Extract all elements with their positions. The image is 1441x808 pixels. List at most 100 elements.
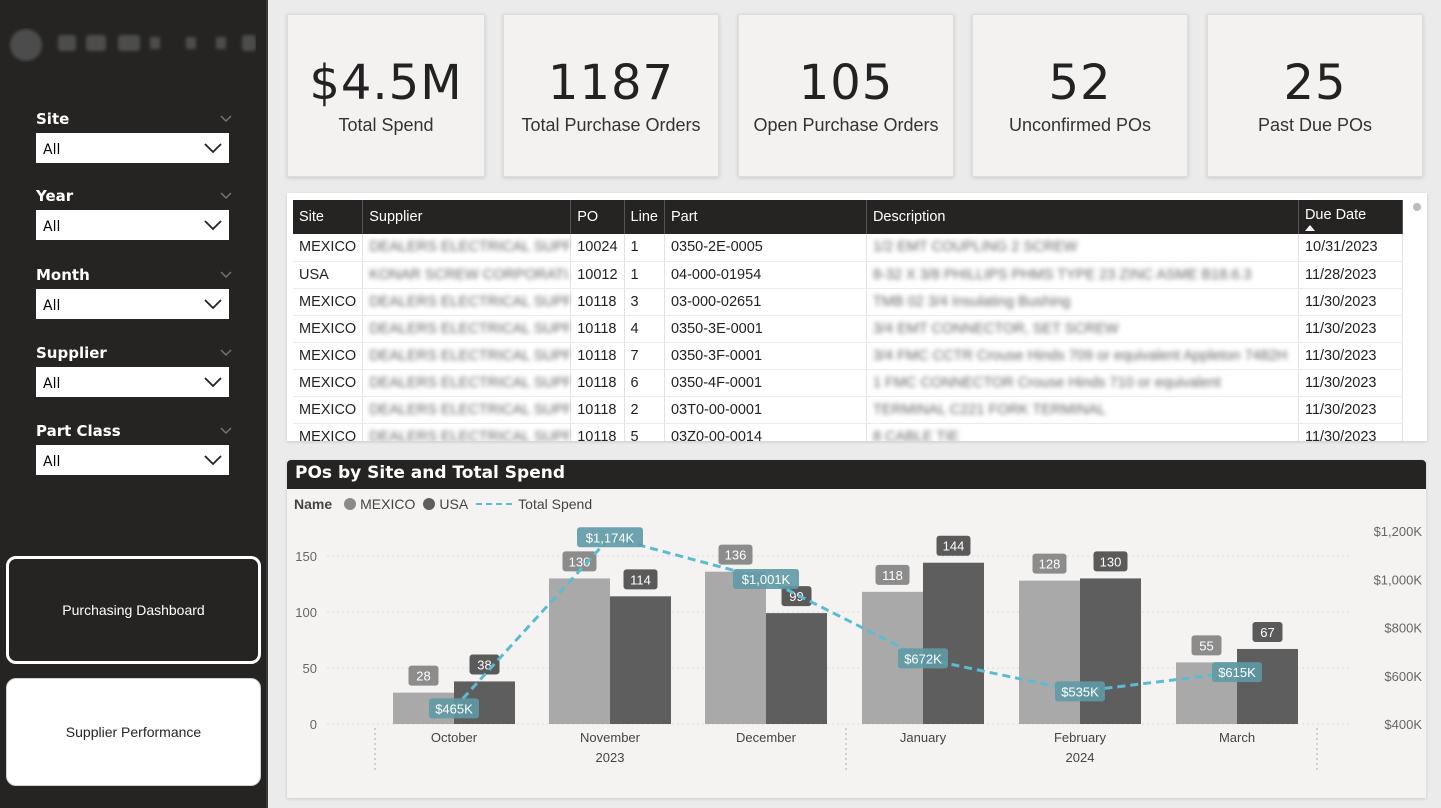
table-cell-line: 6 (624, 369, 665, 397)
column-header-due-date[interactable]: Due Date (1298, 200, 1403, 234)
column-header-po[interactable]: PO (570, 200, 625, 234)
x-axis-tick-label: January (900, 730, 947, 745)
kpi-card-past-due-pos: 25 Past Due POs (1207, 14, 1423, 177)
table-cell-description: TMB 02 3/4 Insulating Bushing (866, 288, 1299, 316)
data-label-spend-bg (733, 569, 799, 590)
slicer-year-header[interactable]: Year (36, 185, 232, 207)
table-row[interactable]: MEXICO DEALERS ELECTRICAL SUPPLY 10024 1 035… (293, 234, 1403, 262)
table-row[interactable]: MEXICO DEALERS ELECTRICAL SUPPLY 10118 3 03-… (293, 288, 1403, 316)
table-cell-site: MEXICO (293, 234, 364, 262)
x-axis-tick-label: December (736, 730, 797, 745)
table-cell-supplier: DEALERS ELECTRICAL SUPPLY (362, 396, 572, 424)
x-axis-tick-label: October (431, 730, 478, 745)
table-row[interactable]: MEXICO DEALERS ELECTRICAL SUPPLY 10118 6 035… (293, 369, 1403, 397)
collapse-chevron-icon[interactable] (220, 192, 232, 200)
kpi-card-total-spend: $4.5M Total Spend (287, 14, 485, 177)
table-cell-part: 04-000-01954 (664, 261, 867, 289)
slicer-site-dropdown[interactable]: All (36, 133, 229, 163)
slicer-month-dropdown[interactable]: All (36, 289, 229, 319)
total-spend-line[interactable] (452, 535, 1238, 710)
bar-usa[interactable] (766, 613, 827, 724)
po-table: Site Supplier PO Line Part Description Due Dat… (287, 193, 1427, 441)
legend-usa-label: USA (439, 496, 469, 512)
table-cell-description: 1/2 EMT COUPLING 2 SCREW (866, 234, 1299, 262)
kpi-value: $4.5M (309, 55, 463, 111)
collapse-chevron-icon[interactable] (220, 349, 232, 357)
table-cell-po: 10012 (570, 261, 625, 289)
table-cell-due-date: 11/30/2023 (1298, 396, 1403, 424)
collapse-chevron-icon[interactable] (220, 115, 232, 123)
column-header-label: Due Date (1304, 207, 1367, 223)
column-header-part[interactable]: Part (664, 200, 867, 234)
table-cell-line: 7 (624, 342, 665, 370)
kpi-value: 105 (798, 55, 894, 111)
nav-purchasing-dashboard-button[interactable]: Purchasing Dashboard (6, 556, 261, 664)
bar-usa[interactable] (610, 596, 671, 724)
column-header-line[interactable]: Line (624, 200, 665, 234)
slicer-year-label: Year (36, 187, 74, 205)
bar-usa[interactable] (1237, 648, 1298, 724)
column-header-supplier[interactable]: Supplier (362, 200, 572, 234)
table-cell-part: 03-000-02651 (664, 288, 867, 316)
y-axis-tick-label: 150 (295, 549, 317, 564)
chevron-down-icon (204, 298, 222, 309)
y-axis-tick-label: 50 (303, 661, 317, 676)
column-header-label: PO (577, 209, 599, 225)
table-row[interactable]: MEXICO DEALERS ELECTRICAL SUPPLY 10118 5 03Z… (293, 423, 1403, 441)
table-row[interactable]: MEXICO DEALERS ELECTRICAL SUPPLY 10118 7 035… (293, 342, 1403, 370)
kpi-label: Total Purchase Orders (521, 115, 701, 135)
slicer-supplier-header[interactable]: Supplier (36, 342, 232, 364)
table-row[interactable]: MEXICO DEALERS ELECTRICAL SUPPLY 10118 2 03T… (293, 396, 1403, 424)
slicer-month: Month All (36, 264, 232, 319)
table-cell-description: 8 CABLE TIE (866, 423, 1299, 441)
table-cell-po: 10118 (570, 396, 625, 424)
nav-supplier-performance-button[interactable]: Supplier Performance (6, 678, 261, 786)
data-label-mexico: 130 (569, 554, 591, 569)
company-logo-icon (10, 29, 256, 61)
chevron-down-icon (204, 376, 222, 387)
data-label-spend-bg (898, 648, 948, 669)
y2-axis-tick-label: $600K (1384, 669, 1422, 684)
table-scrollbar[interactable] (1413, 203, 1421, 211)
bar-usa[interactable] (923, 562, 984, 724)
table-cell-line: 2 (624, 396, 665, 424)
combo-chart: 0 50 100 150 $400K $600K $800K $1,000K $1,200K 28… (295, 524, 1422, 770)
data-label-mexico: 55 (1199, 638, 1213, 653)
slicer-month-header[interactable]: Month (36, 264, 232, 286)
slicer-supplier-dropdown[interactable]: All (36, 367, 229, 397)
data-label-mexico-bg (1191, 635, 1222, 656)
data-label-mexico-bg (408, 665, 439, 686)
column-header-label: Supplier (369, 209, 423, 225)
legend-name-label: Name (294, 496, 333, 512)
table-cell-due-date: 11/30/2023 (1298, 423, 1403, 441)
column-header-description[interactable]: Description (866, 200, 1299, 234)
collapse-chevron-icon[interactable] (220, 427, 232, 435)
data-label-spend-bg (577, 527, 643, 548)
slicer-part-class-header[interactable]: Part Class (36, 420, 232, 442)
table-row[interactable]: USA KONAR SCREW CORPORATI... 10012 1 04-000-… (293, 261, 1403, 289)
table-cell-due-date: 11/28/2023 (1298, 261, 1403, 289)
legend-mexico-label: MEXICO (360, 496, 416, 512)
column-header-label: Line (630, 209, 658, 225)
data-label-usa: 144 (943, 539, 965, 554)
bar-mexico[interactable] (549, 578, 610, 724)
bar-mexico[interactable] (705, 571, 766, 724)
table-cell-part: 0350-3E-0001 (664, 315, 867, 343)
slicer-supplier-value: All (43, 376, 61, 392)
slicer-part-class-dropdown[interactable]: All (36, 445, 229, 475)
bar-usa[interactable] (1080, 578, 1141, 724)
collapse-chevron-icon[interactable] (220, 271, 232, 279)
slicer-year-dropdown[interactable]: All (36, 210, 229, 240)
kpi-value: 25 (1283, 55, 1347, 111)
data-label-spend-bg (429, 698, 479, 719)
table-cell-line: 1 (624, 261, 665, 289)
sort-ascending-icon[interactable] (1304, 225, 1315, 231)
table-row[interactable]: MEXICO DEALERS ELECTRICAL SUPPLY 10118 4 035… (293, 315, 1403, 343)
column-header-site[interactable]: Site (293, 200, 364, 234)
bar-mexico[interactable] (1019, 580, 1080, 724)
table-cell-description: 3/4 FMC CCTR Crouse Hinds 709 or equival… (866, 342, 1299, 370)
data-label-usa-bg (623, 569, 658, 590)
slicer-site-header[interactable]: Site (36, 108, 232, 130)
x-axis-year-label: 2024 (1066, 750, 1095, 765)
chevron-down-icon (204, 219, 222, 230)
